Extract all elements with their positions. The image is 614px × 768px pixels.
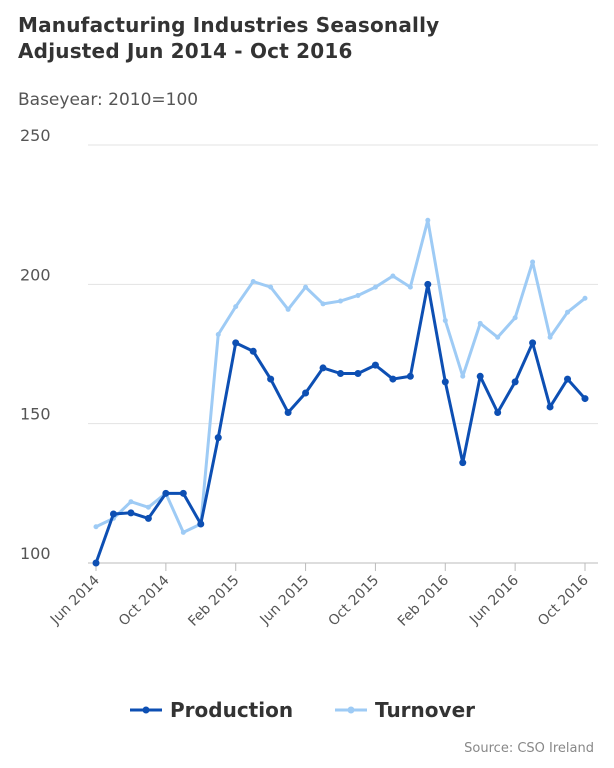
data-point — [547, 334, 553, 340]
legend-label: Production — [170, 698, 293, 722]
x-tick-label: Feb 2015 — [185, 573, 242, 630]
y-tick-label: 150 — [20, 405, 51, 424]
data-point — [355, 292, 361, 298]
data-point — [495, 334, 501, 340]
chart-title: Manufacturing Industries Seasonally Adju… — [18, 13, 440, 63]
source-note: Source: CSO Ireland — [464, 741, 594, 756]
data-point — [302, 389, 310, 397]
data-point — [477, 320, 483, 326]
data-point — [424, 280, 432, 288]
data-point — [565, 309, 571, 315]
data-point — [371, 361, 379, 369]
data-point — [214, 434, 222, 442]
data-point — [442, 318, 448, 324]
x-tick-label: Oct 2016 — [535, 572, 592, 629]
data-point — [338, 298, 343, 304]
data-point — [476, 372, 484, 380]
data-point — [249, 347, 257, 355]
data-point — [582, 295, 588, 301]
data-point — [215, 331, 221, 337]
chart-subtitle: Baseyear: 2010=100 — [18, 90, 199, 110]
data-point — [564, 375, 572, 383]
x-tick-label: Oct 2015 — [325, 573, 382, 630]
data-point — [512, 315, 518, 321]
data-point — [546, 403, 554, 411]
data-point — [407, 284, 413, 290]
x-tick-label: Jun 2015 — [257, 573, 313, 629]
data-point — [179, 489, 187, 497]
legend-marker — [142, 706, 150, 714]
data-point — [372, 284, 378, 290]
y-tick-label: 100 — [20, 544, 51, 563]
data-point — [494, 409, 502, 417]
legend-label: Turnover — [375, 698, 475, 722]
data-point — [180, 529, 186, 535]
data-point — [441, 378, 449, 386]
data-point — [145, 504, 151, 510]
data-point — [285, 306, 291, 312]
x-tick-label: Oct 2014 — [116, 572, 173, 629]
data-point — [390, 273, 396, 279]
data-point — [389, 375, 397, 383]
data-point — [92, 559, 100, 567]
data-point — [460, 373, 466, 379]
data-point — [581, 395, 589, 403]
data-point — [232, 339, 240, 347]
data-point — [233, 304, 239, 310]
legend-marker — [347, 706, 355, 714]
data-point — [320, 301, 326, 307]
data-point — [268, 284, 274, 290]
data-point — [406, 372, 414, 380]
data-point — [425, 217, 431, 223]
y-tick-label: 250 — [20, 126, 51, 145]
data-point — [354, 370, 362, 378]
data-point — [144, 514, 152, 522]
data-point — [93, 524, 99, 530]
data-point — [250, 279, 256, 285]
data-point — [197, 520, 205, 528]
data-point — [530, 259, 536, 265]
data-point — [459, 459, 467, 467]
x-tick-label: Feb 2016 — [395, 572, 452, 629]
data-point — [529, 339, 537, 347]
data-point — [162, 489, 170, 497]
x-tick-label: Jun 2016 — [466, 572, 522, 628]
data-point — [109, 510, 117, 518]
legend-item: Production — [130, 698, 293, 722]
data-point — [337, 370, 344, 378]
y-tick-label: 200 — [20, 265, 51, 284]
data-point — [319, 364, 327, 372]
data-point — [303, 284, 309, 290]
x-tick-label: Jun 2014 — [47, 572, 103, 628]
legend-item: Turnover — [335, 698, 475, 722]
data-point — [128, 499, 134, 505]
data-point — [511, 378, 519, 386]
data-point — [267, 375, 275, 383]
data-point — [284, 409, 292, 417]
data-point — [127, 509, 135, 517]
